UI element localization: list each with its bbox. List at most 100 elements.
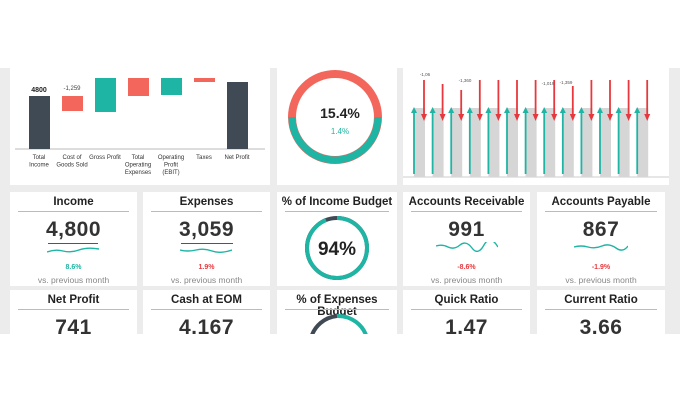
trend-down-arrowhead-6 [514, 114, 520, 121]
trend-down-arrowhead-3 [458, 114, 465, 121]
expenses-budget-card: % of Expenses Budget [277, 290, 397, 334]
kpi-expenses-vs: vs. previous month [170, 275, 243, 285]
kpi-expenses-pct: 1.9% [198, 264, 215, 271]
wf-label-ebit-1: Profit [164, 163, 178, 169]
trend-up-arrowhead-9 [559, 107, 566, 113]
trend-column-6 [507, 108, 518, 177]
kpi-net-profit: Net Profit 741 [10, 290, 137, 334]
exp-gauge-fill [336, 313, 368, 334]
wf-label-total-income-1: Income [29, 163, 49, 169]
trend-up-arrowhead-5 [485, 107, 492, 113]
trend-column-4 [469, 108, 481, 177]
wf-label-taxes: Taxes [196, 155, 212, 161]
kpi-ar-vs: vs. previous month [430, 275, 503, 285]
kpi-ap-sparkline [574, 244, 628, 251]
trend-column-10 [581, 108, 593, 177]
trend-down-arrowhead-13 [644, 114, 651, 121]
trend-down-arrowhead-12 [625, 114, 632, 121]
wf-value-total-income: 4800 [31, 87, 47, 94]
trend-up-arrowhead-8 [541, 107, 548, 113]
bar-taxes [194, 78, 215, 82]
trend-label-3: -1,019 [542, 81, 555, 86]
bar-gross-profit [95, 78, 116, 112]
trend-column-3 [451, 108, 463, 177]
kpi-ar-title: Accounts Receivable [408, 196, 525, 208]
dashboard: 4800 -1,259 Total Income Cost of Goods Sold… [0, 68, 680, 334]
kpi-ar-pct: -8.6% [457, 264, 476, 271]
kpi-income-value: 4,800 [45, 218, 102, 241]
waterfall-svg: 4800 -1,259 Total Income Cost of Goods Sold… [15, 78, 265, 176]
trend-up-arrowhead-7 [522, 107, 529, 113]
trend-column-1 [414, 108, 425, 177]
wf-label-net-profit: Net Profit [224, 155, 249, 161]
kpi-current-ratio-value: 3.66 [579, 316, 623, 334]
bar-cogs [62, 96, 83, 111]
margin-percent: 15.4% [320, 105, 360, 121]
donut-ring-teal [288, 116, 382, 164]
kpi-income-underline [48, 243, 98, 244]
margin-change: 1.4% [331, 127, 349, 136]
kpi-expenses: Expenses 3,059 1.9% vs. previous month [143, 192, 270, 286]
kpi-quick-ratio-title: Quick Ratio [434, 294, 499, 306]
income-budget-gauge: 94% [305, 216, 369, 280]
income-budget-title: % of Income Budget [281, 196, 393, 208]
trend-up-arrowhead-11 [597, 107, 603, 113]
trend-down-arrowhead-4 [476, 114, 483, 121]
expenses-budget-gauge [310, 313, 368, 334]
trend-up-arrowhead-12 [615, 107, 622, 113]
wf-label-total-opex-1: Operating [125, 163, 151, 169]
trend-label-2: -1,360 [459, 78, 472, 83]
kpi-income: Income 4,800 8.6% vs. previous month [10, 192, 137, 286]
exp-gauge-track [310, 314, 338, 334]
trend-down-arrowhead-9 [569, 114, 576, 121]
kpi-expenses-title: Expenses [179, 196, 234, 208]
bar-total-income [29, 96, 50, 149]
kpi-ap-pct: -1.9% [591, 264, 611, 271]
wf-label-cogs-1: Goods Sold [56, 163, 87, 169]
trend-up-arrowhead-13 [634, 107, 641, 113]
wf-label-total-opex-2: Expenses [125, 170, 151, 176]
trend-label-1: -1,06 [420, 72, 431, 77]
kpi-income-vs: vs. previous month [37, 275, 110, 285]
trend-up-arrowhead-1 [411, 107, 417, 113]
kpi-net-profit-value: 741 [55, 316, 92, 334]
trend-up-arrowhead-6 [504, 107, 510, 113]
kpi-expenses-sparkline [180, 248, 232, 253]
kpi-quick-ratio-value: 1.47 [445, 316, 488, 334]
kpi-ap-value: 867 [582, 218, 620, 241]
wf-label-total-income: Total [33, 155, 46, 161]
bar-net-profit [227, 82, 248, 149]
wf-label-gross-profit: Gross Profit [89, 155, 121, 161]
trend-chart: -1,06 -1,360 -1,019 -1,359 [403, 68, 669, 185]
trend-label-4: -1,359 [560, 80, 573, 85]
gauge-fill [305, 216, 369, 280]
trend-column-9 [562, 108, 574, 177]
kpi-cash-eom: Cash at EOM 4,167 [143, 290, 270, 334]
trend-down-arrowhead-5 [495, 114, 502, 121]
kpi-ap-title: Accounts Payable [551, 196, 651, 208]
kpi-quick-ratio: Quick Ratio 1.47 [403, 290, 530, 334]
income-budget-value: 94% [318, 239, 356, 260]
trend-svg: -1,06 -1,360 -1,019 -1,359 [403, 72, 669, 178]
trend-up-arrowhead-3 [448, 107, 455, 113]
trend-column-2 [432, 108, 444, 177]
kpi-expenses-underline [181, 243, 233, 244]
kpi-ap-vs: vs. previous month [565, 275, 637, 285]
trend-column-12 [618, 108, 630, 177]
kpi-income-title: Income [53, 196, 94, 208]
trend-down-arrowhead-1 [421, 114, 427, 121]
kpi-net-profit-title: Net Profit [47, 294, 100, 306]
trend-down-arrowhead-7 [532, 114, 539, 121]
wf-label-ebit-2: (EBIT) [162, 170, 179, 176]
trend-column-5 [488, 108, 500, 177]
trend-column-7 [525, 108, 537, 177]
wf-value-cogs: -1,259 [63, 86, 81, 92]
wf-label-total-opex: Total [132, 155, 145, 161]
trend-up-arrowhead-4 [466, 107, 473, 113]
bar-ebit [161, 78, 182, 95]
kpi-ar-value: 991 [448, 218, 485, 241]
trend-column-13 [637, 108, 649, 177]
trend-down-arrowhead-8 [551, 114, 558, 121]
kpi-expenses-value: 3,059 [178, 218, 235, 241]
trend-up-arrowhead-2 [429, 107, 436, 113]
